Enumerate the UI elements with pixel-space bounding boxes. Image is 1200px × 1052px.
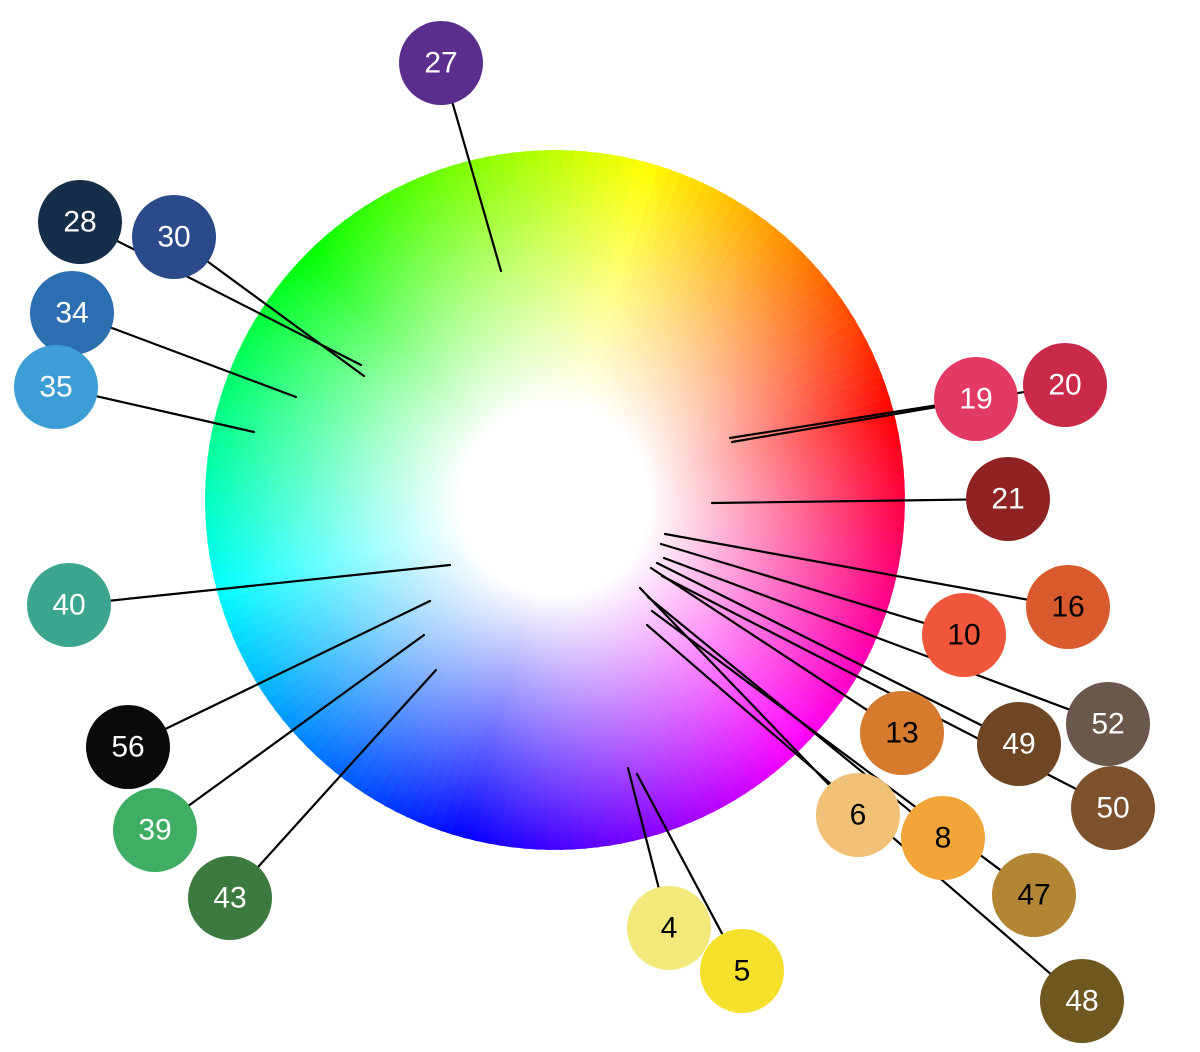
color-sample: 39: [113, 788, 197, 872]
sample-label: 5: [734, 955, 751, 988]
color-sample: 21: [966, 457, 1050, 541]
color-sample: 52: [1066, 682, 1150, 766]
sample-label: 50: [1096, 792, 1129, 825]
color-sample: 4: [627, 886, 711, 970]
sample-label: 19: [959, 383, 992, 416]
sample-label: 4: [661, 912, 678, 945]
color-sample: 19: [934, 357, 1018, 441]
sample-label: 35: [39, 371, 72, 404]
color-sample: 13: [860, 691, 944, 775]
color-sample: 49: [977, 702, 1061, 786]
color-sample: 30: [132, 195, 216, 279]
sample-label: 20: [1048, 369, 1081, 402]
sample-label: 56: [111, 731, 144, 764]
color-sample: 35: [14, 345, 98, 429]
sample-label: 39: [138, 814, 171, 847]
color-sample: 40: [27, 563, 111, 647]
sample-label: 47: [1017, 879, 1050, 912]
color-sample: 43: [188, 856, 272, 940]
sample-label: 8: [935, 822, 952, 855]
color-sample: 20: [1023, 343, 1107, 427]
color-sample: 8: [901, 796, 985, 880]
sample-label: 28: [63, 206, 96, 239]
sample-label: 52: [1091, 708, 1124, 741]
sample-label: 6: [850, 799, 867, 832]
color-wheel-diagram: 27 28 30 34 35 19 20 21 16 10 52 49 13 50 6 8 47 48 4 5 40 56…: [0, 0, 1200, 1052]
color-sample: 5: [700, 929, 784, 1013]
sample-label: 40: [52, 589, 85, 622]
color-sample: 16: [1026, 565, 1110, 649]
sample-label: 48: [1065, 985, 1098, 1018]
color-sample: 10: [922, 593, 1006, 677]
color-sample: 6: [816, 773, 900, 857]
sample-label: 30: [157, 221, 190, 254]
sample-label: 49: [1002, 728, 1035, 761]
color-sample: 27: [399, 21, 483, 105]
color-sample: 47: [992, 853, 1076, 937]
sample-label: 43: [213, 882, 246, 915]
color-sample: 56: [86, 705, 170, 789]
color-sample: 34: [30, 271, 114, 355]
sample-label: 13: [885, 717, 918, 750]
color-wheel: [205, 150, 905, 850]
sample-label: 27: [424, 47, 457, 80]
color-sample: 50: [1071, 766, 1155, 850]
wheel-center-hole: [460, 405, 650, 595]
sample-label: 10: [947, 619, 980, 652]
color-sample: 28: [38, 180, 122, 264]
sample-label: 21: [991, 483, 1024, 516]
sample-label: 34: [55, 297, 88, 330]
sample-label: 16: [1051, 591, 1084, 624]
color-sample: 48: [1040, 959, 1124, 1043]
